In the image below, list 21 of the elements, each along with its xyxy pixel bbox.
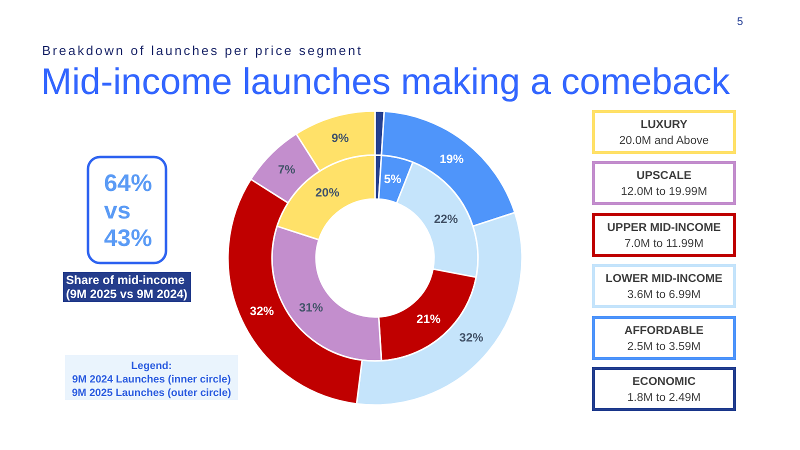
data-label: 7%	[278, 162, 296, 177]
data-label: 5%	[384, 172, 402, 186]
data-label: 20%	[315, 185, 340, 200]
data-label: 32%	[250, 304, 274, 318]
data-label: 19%	[440, 152, 464, 166]
data-label: 32%	[459, 330, 484, 345]
text: 5	[736, 16, 744, 28]
legend-label: ECONOMIC 1.8M to 2.49M	[627, 376, 701, 404]
data-label: 22%	[434, 212, 458, 226]
legend-label: LOWER MID-INCOME 3.6M to 6.99M	[606, 273, 723, 301]
text: 64% vs 43%	[104, 170, 152, 252]
legend-label: UPPER MID-INCOME 7.0M to 11.99M	[607, 222, 722, 250]
legend-label: LUXURY 20.0M and Above	[619, 119, 709, 147]
legend-label: UPSCALE 12.0M to 19.99M	[620, 170, 708, 198]
legend-label: AFFORDABLE 2.5M to 3.59M	[624, 325, 704, 353]
data-label: 9%	[331, 130, 350, 145]
text: Legend: 9M 2024 Launches (inner circle) 9M 2025 Launches (outer circle)	[72, 360, 232, 399]
chart-title: Mid-income launches making a comeback	[41, 61, 730, 102]
data-label: 31%	[298, 300, 324, 315]
data-label: 21%	[416, 312, 441, 326]
chart-subtitle: Breakdown of launches per price segment	[42, 43, 363, 58]
